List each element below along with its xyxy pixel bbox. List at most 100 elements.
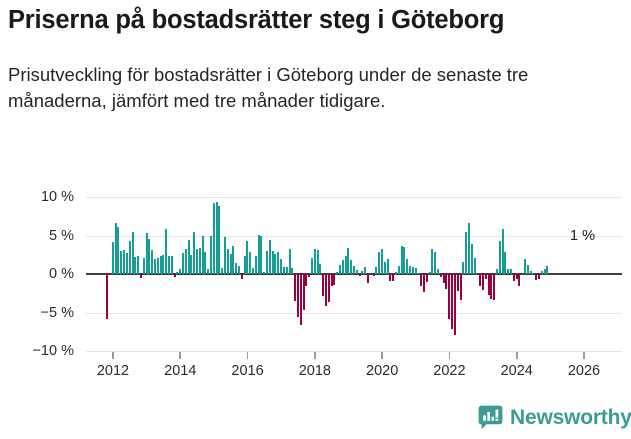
bar	[355, 270, 358, 274]
bar	[493, 274, 496, 301]
bar	[111, 241, 114, 274]
bar	[260, 236, 263, 274]
y-axis-tick-label: −10 %	[32, 343, 74, 359]
bar	[358, 274, 361, 277]
x-axis-tick-mark	[179, 352, 182, 359]
bar	[277, 251, 280, 274]
bar	[131, 232, 134, 274]
y-axis-tick-label: 0 %	[49, 266, 74, 282]
bar	[507, 268, 510, 274]
bar	[257, 234, 260, 274]
bar	[350, 260, 353, 274]
bar	[512, 274, 515, 281]
bar	[414, 267, 417, 274]
bar	[462, 262, 465, 274]
page-title: Priserna på bostadsrätter steg i Götebor…	[8, 6, 505, 34]
bar	[459, 274, 462, 301]
bar	[120, 250, 123, 274]
bar	[347, 247, 350, 274]
bar	[338, 264, 341, 274]
bar	[128, 240, 131, 274]
bar	[296, 274, 299, 318]
bar	[467, 223, 470, 274]
bar	[305, 274, 308, 287]
bar	[423, 274, 426, 293]
x-axis-tick-label: 2020	[366, 363, 399, 379]
bar	[439, 274, 442, 278]
bar	[367, 274, 369, 284]
bar	[361, 270, 364, 274]
y-axis-tick-label: 10 %	[40, 189, 74, 205]
bar	[529, 270, 532, 274]
bar	[159, 255, 162, 274]
bar	[425, 274, 428, 283]
bar	[437, 269, 440, 274]
bar	[532, 273, 535, 275]
bar	[417, 273, 420, 275]
bar	[282, 267, 285, 274]
bar	[226, 248, 229, 274]
bar	[137, 256, 140, 274]
bar	[291, 267, 294, 274]
bar	[465, 232, 468, 274]
x-axis-tick-mark	[246, 352, 249, 359]
bar	[389, 274, 392, 281]
gridline	[86, 197, 622, 198]
bar	[271, 250, 274, 274]
bar	[294, 274, 297, 301]
bar	[288, 248, 291, 274]
bar	[204, 252, 207, 274]
y-axis-tick-label: −5 %	[40, 304, 74, 321]
bar	[142, 257, 145, 274]
bar	[184, 248, 187, 274]
x-axis-tick-label: 2016	[231, 363, 264, 379]
bar	[232, 246, 235, 274]
bar	[330, 274, 333, 286]
bar	[125, 253, 128, 274]
bar	[540, 270, 543, 274]
bar	[434, 251, 437, 274]
bar	[411, 267, 414, 274]
bar	[187, 240, 190, 274]
bar	[310, 257, 313, 274]
bar	[453, 274, 456, 335]
bar	[364, 267, 367, 274]
x-axis-tick-label: 2012	[96, 363, 130, 379]
bar	[167, 255, 170, 274]
bar	[106, 274, 109, 319]
bar	[224, 237, 227, 274]
bar	[526, 264, 529, 274]
x-axis-tick-label: 2022	[433, 363, 466, 379]
bar	[193, 232, 196, 274]
bar	[372, 274, 375, 277]
bar	[442, 274, 445, 284]
bar	[400, 246, 403, 274]
x-axis-tick-mark	[112, 352, 114, 359]
x-axis-tick-mark	[515, 352, 518, 359]
bar	[473, 257, 476, 274]
bar	[406, 258, 409, 274]
x-axis-tick-label: 2014	[164, 363, 197, 379]
bar	[148, 238, 151, 274]
bar	[538, 274, 540, 280]
bar	[218, 206, 221, 274]
bar	[243, 256, 246, 274]
gridline	[86, 235, 622, 237]
bar	[445, 274, 448, 290]
bar	[431, 249, 434, 274]
bar	[392, 274, 395, 281]
bar	[316, 250, 319, 274]
bar	[114, 223, 117, 274]
bar	[308, 274, 311, 278]
bar	[409, 266, 412, 274]
y-axis-tick-label: 5 %	[49, 227, 74, 244]
bar	[170, 256, 173, 274]
bar	[165, 229, 168, 274]
bar	[123, 250, 126, 274]
bar	[479, 274, 482, 286]
bar	[235, 263, 238, 274]
bar	[498, 240, 501, 274]
bar	[207, 269, 210, 274]
x-axis-tick-mark	[583, 352, 585, 359]
